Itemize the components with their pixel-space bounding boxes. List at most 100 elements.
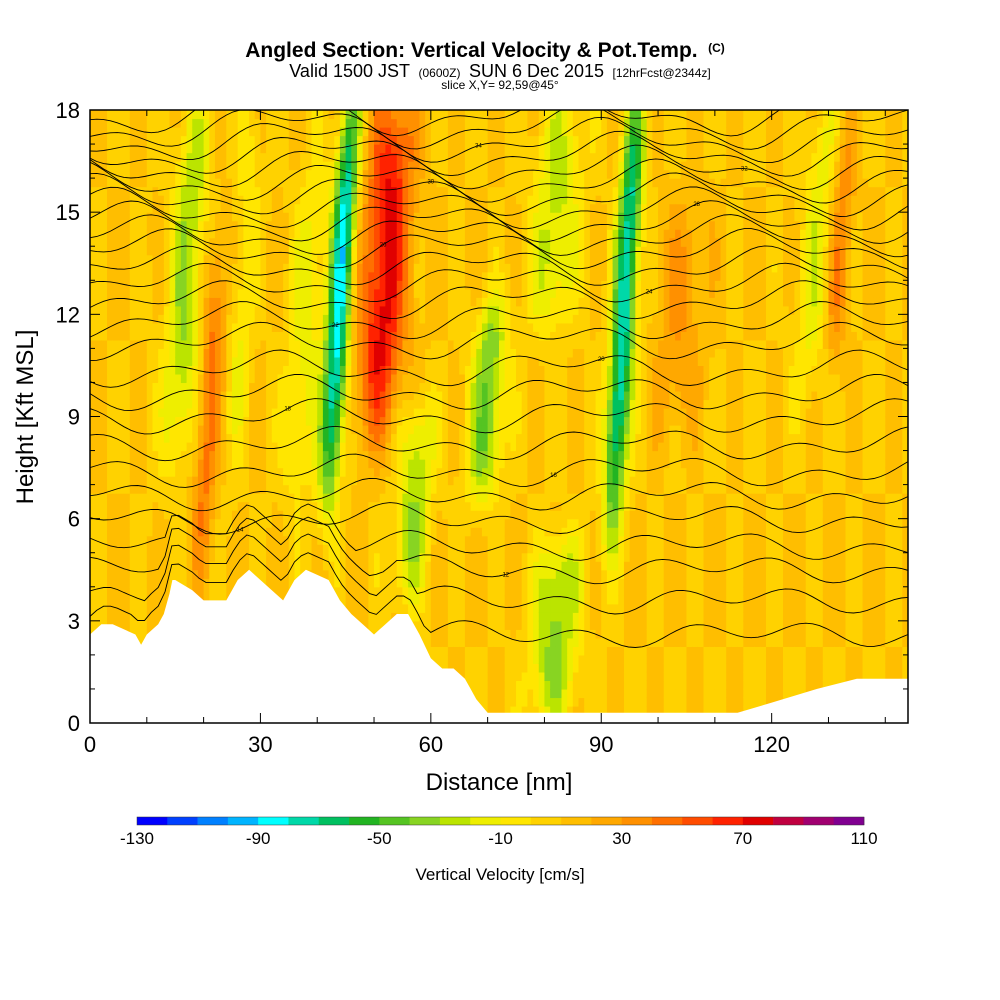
velocity-cell bbox=[402, 484, 409, 494]
velocity-cell bbox=[95, 561, 102, 571]
velocity-cell bbox=[481, 620, 489, 630]
velocity-cell bbox=[294, 246, 301, 256]
velocity-cell bbox=[271, 450, 279, 460]
velocity-cell bbox=[459, 288, 466, 298]
velocity-cell bbox=[339, 271, 347, 281]
velocity-cell bbox=[169, 552, 176, 562]
velocity-cell bbox=[311, 467, 318, 477]
velocity-cell bbox=[249, 271, 256, 281]
velocity-cell bbox=[419, 476, 426, 486]
velocity-cell bbox=[214, 373, 222, 384]
velocity-cell bbox=[334, 348, 341, 358]
velocity-cell bbox=[442, 493, 449, 503]
velocity-cell bbox=[442, 595, 449, 605]
velocity-cell bbox=[476, 263, 483, 273]
velocity-cell bbox=[175, 356, 182, 367]
velocity-cell bbox=[374, 288, 381, 298]
velocity-cell bbox=[447, 569, 455, 579]
velocity-cell bbox=[129, 552, 137, 562]
velocity-cell bbox=[300, 407, 307, 418]
velocity-cell bbox=[362, 620, 369, 630]
velocity-cell bbox=[368, 595, 375, 605]
velocity-cell bbox=[464, 237, 472, 247]
velocity-cell bbox=[197, 229, 205, 239]
velocity-cell bbox=[249, 450, 256, 460]
velocity-cell bbox=[163, 459, 171, 469]
velocity-cell bbox=[322, 178, 330, 188]
velocity-cell bbox=[391, 178, 398, 188]
velocity-cell bbox=[186, 459, 193, 469]
velocity-cell bbox=[481, 688, 489, 699]
velocity-cell bbox=[453, 390, 460, 401]
velocity-cell bbox=[192, 586, 199, 596]
velocity-cell bbox=[413, 399, 421, 409]
velocity-cell bbox=[459, 620, 466, 630]
velocity-cell bbox=[459, 212, 466, 222]
velocity-cell bbox=[356, 280, 364, 290]
velocity-cell bbox=[283, 399, 290, 409]
velocity-cell bbox=[436, 578, 443, 588]
velocity-cell bbox=[294, 161, 301, 171]
velocity-cell bbox=[368, 237, 375, 247]
velocity-cell bbox=[425, 237, 432, 247]
velocity-cell bbox=[124, 127, 131, 137]
velocity-cell bbox=[107, 127, 114, 137]
velocity-cell bbox=[220, 246, 227, 256]
velocity-cell bbox=[135, 144, 142, 154]
velocity-cell bbox=[408, 544, 415, 554]
velocity-cell bbox=[328, 433, 335, 443]
velocity-cell bbox=[90, 620, 97, 630]
velocity-cell bbox=[107, 510, 114, 520]
velocity-cell bbox=[430, 322, 438, 332]
velocity-cell bbox=[322, 407, 330, 418]
velocity-cell bbox=[237, 229, 244, 239]
velocity-cell bbox=[322, 510, 330, 520]
velocity-cell bbox=[237, 493, 244, 503]
velocity-cell bbox=[464, 212, 472, 222]
velocity-cell bbox=[101, 127, 108, 137]
velocity-cell bbox=[271, 263, 279, 273]
velocity-cell bbox=[209, 118, 216, 128]
velocity-cell bbox=[368, 518, 375, 528]
velocity-cell bbox=[192, 382, 199, 392]
velocity-cell bbox=[232, 569, 239, 579]
velocity-cell bbox=[447, 663, 455, 673]
velocity-cell bbox=[254, 220, 262, 230]
velocity-cell bbox=[351, 561, 358, 571]
velocity-cell bbox=[481, 527, 489, 537]
velocity-cell bbox=[470, 212, 477, 222]
velocity-cell bbox=[408, 373, 415, 384]
velocity-cell bbox=[124, 161, 131, 171]
velocity-cell bbox=[413, 314, 421, 324]
velocity-cell bbox=[186, 382, 193, 392]
velocity-cell bbox=[209, 271, 216, 281]
velocity-cell bbox=[379, 501, 386, 511]
velocity-cell bbox=[283, 186, 290, 196]
velocity-cell bbox=[351, 237, 358, 247]
velocity-cell bbox=[453, 348, 460, 358]
velocity-cell bbox=[345, 527, 352, 537]
velocity-cell bbox=[266, 493, 273, 503]
velocity-cell bbox=[163, 135, 171, 145]
velocity-cell bbox=[294, 331, 301, 341]
velocity-cell bbox=[129, 467, 137, 477]
velocity-cell bbox=[214, 442, 222, 452]
velocity-cell bbox=[95, 305, 102, 315]
velocity-cell bbox=[396, 425, 404, 435]
velocity-cell bbox=[362, 144, 369, 154]
velocity-cell bbox=[135, 288, 142, 298]
velocity-cell bbox=[135, 620, 142, 630]
velocity-cell bbox=[374, 314, 381, 324]
velocity-cell bbox=[322, 493, 330, 503]
velocity-cell bbox=[271, 246, 279, 256]
velocity-cell bbox=[249, 544, 256, 554]
velocity-cell bbox=[288, 314, 296, 324]
velocity-cell bbox=[163, 161, 171, 171]
velocity-cell bbox=[362, 339, 369, 349]
velocity-cell bbox=[402, 152, 409, 162]
velocity-cell bbox=[158, 322, 165, 332]
velocity-cell bbox=[283, 476, 290, 486]
velocity-cell bbox=[402, 586, 409, 596]
velocity-cell bbox=[368, 178, 375, 188]
velocity-cell bbox=[288, 365, 296, 375]
